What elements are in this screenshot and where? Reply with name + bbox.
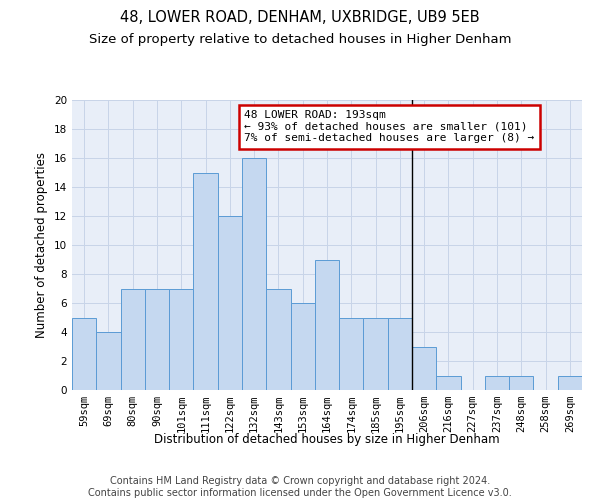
Text: Distribution of detached houses by size in Higher Denham: Distribution of detached houses by size … bbox=[154, 432, 500, 446]
Bar bbox=[290, 303, 315, 390]
Bar bbox=[436, 376, 461, 390]
Bar bbox=[96, 332, 121, 390]
Bar bbox=[218, 216, 242, 390]
Bar bbox=[72, 318, 96, 390]
Bar bbox=[145, 288, 169, 390]
Bar bbox=[121, 288, 145, 390]
Bar bbox=[193, 172, 218, 390]
Bar bbox=[509, 376, 533, 390]
Text: 48 LOWER ROAD: 193sqm
← 93% of detached houses are smaller (101)
7% of semi-deta: 48 LOWER ROAD: 193sqm ← 93% of detached … bbox=[244, 110, 535, 144]
Bar bbox=[485, 376, 509, 390]
Bar bbox=[364, 318, 388, 390]
Text: 48, LOWER ROAD, DENHAM, UXBRIDGE, UB9 5EB: 48, LOWER ROAD, DENHAM, UXBRIDGE, UB9 5E… bbox=[120, 10, 480, 25]
Bar bbox=[339, 318, 364, 390]
Bar bbox=[266, 288, 290, 390]
Bar bbox=[388, 318, 412, 390]
Bar bbox=[558, 376, 582, 390]
Text: Size of property relative to detached houses in Higher Denham: Size of property relative to detached ho… bbox=[89, 32, 511, 46]
Bar bbox=[169, 288, 193, 390]
Text: Contains HM Land Registry data © Crown copyright and database right 2024.
Contai: Contains HM Land Registry data © Crown c… bbox=[88, 476, 512, 498]
Bar bbox=[315, 260, 339, 390]
Bar bbox=[412, 346, 436, 390]
Y-axis label: Number of detached properties: Number of detached properties bbox=[35, 152, 49, 338]
Bar bbox=[242, 158, 266, 390]
